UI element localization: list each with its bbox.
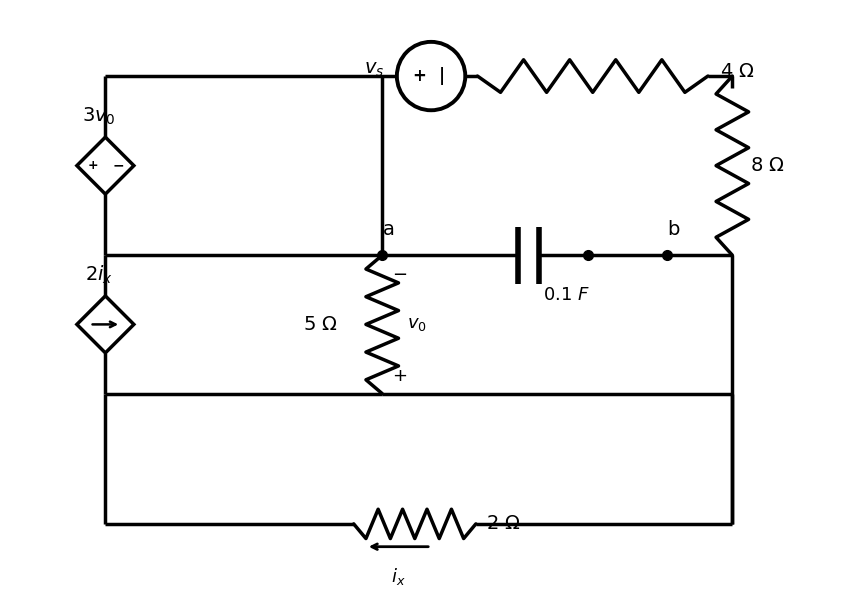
- Text: $i_x$: $i_x$: [391, 566, 405, 587]
- Text: |: |: [438, 67, 444, 85]
- Text: $v_0$: $v_0$: [406, 315, 426, 333]
- Text: $2\ \Omega$: $2\ \Omega$: [485, 515, 519, 533]
- Text: b: b: [667, 220, 679, 239]
- Text: −: −: [113, 159, 124, 173]
- Text: $2i_x$: $2i_x$: [84, 264, 113, 286]
- Text: $v_s$: $v_s$: [364, 61, 384, 79]
- Text: +: +: [412, 67, 426, 85]
- Text: $4\ \Omega$: $4\ \Omega$: [719, 62, 754, 82]
- Text: $0.1\ F$: $0.1\ F$: [543, 286, 589, 304]
- Text: $+$: $+$: [392, 367, 407, 385]
- Text: $3v_0$: $3v_0$: [82, 106, 115, 127]
- Text: $5\ \Omega$: $5\ \Omega$: [302, 315, 337, 334]
- Text: $-$: $-$: [392, 264, 407, 282]
- Text: a: a: [382, 220, 394, 239]
- Text: +: +: [87, 159, 98, 172]
- Text: $8\ \Omega$: $8\ \Omega$: [750, 156, 784, 175]
